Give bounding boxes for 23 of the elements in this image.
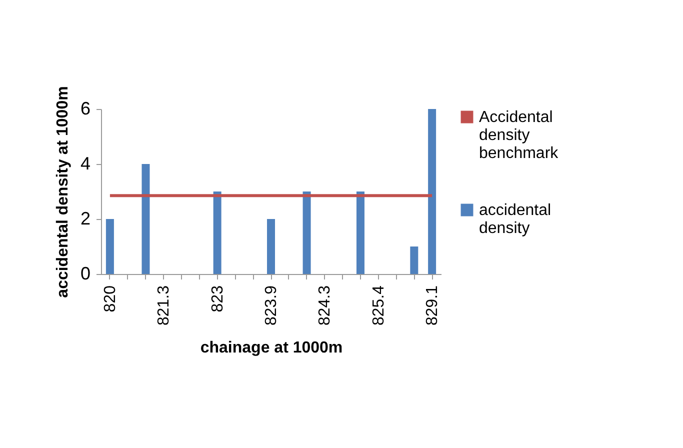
- y-tick-label: 4: [80, 154, 90, 174]
- x-tick-label: 823.9: [263, 285, 280, 326]
- y-tick-label: 6: [80, 98, 90, 118]
- bar: [410, 246, 418, 274]
- x-tick-label: 825.4: [370, 285, 388, 326]
- y-tick-label: 0: [80, 264, 90, 284]
- legend-label: Accidental density benchmark: [479, 109, 560, 162]
- x-tick-label: 824.3: [316, 285, 334, 326]
- bar: [428, 109, 436, 274]
- bar: [267, 219, 275, 274]
- x-axis-title: chainage at 1000m: [200, 340, 343, 357]
- x-tick-label: 823: [209, 285, 226, 312]
- x-tick-label: 820: [102, 285, 119, 312]
- legend-label: accidental density: [479, 202, 552, 237]
- x-tick-label: 821.3: [156, 285, 173, 326]
- bar: [302, 192, 311, 274]
- bar: [142, 164, 150, 274]
- y-tick-label: 2: [80, 208, 90, 228]
- bar: [356, 192, 364, 274]
- x-tick-label: 829.1: [424, 285, 442, 326]
- bar: [106, 219, 114, 274]
- y-axis-title: accidental density at 1000m: [54, 86, 72, 298]
- bar: [213, 192, 222, 274]
